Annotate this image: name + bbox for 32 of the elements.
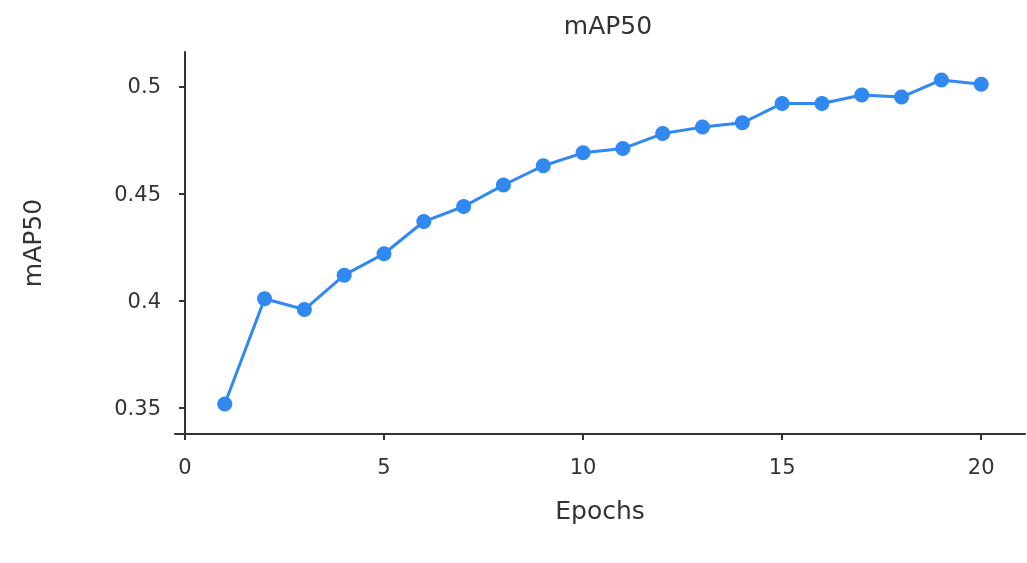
x-tick-label: 20 xyxy=(967,454,995,479)
chart-title: mAP50 xyxy=(563,11,653,40)
point xyxy=(734,115,750,131)
point xyxy=(416,214,432,230)
point xyxy=(376,246,392,262)
y-tick-label: 0.45 xyxy=(114,181,161,206)
x-tick-label: 10 xyxy=(569,454,597,479)
point xyxy=(535,158,551,174)
point xyxy=(257,291,273,307)
x-tick-label: 15 xyxy=(768,454,796,479)
y-axis-title: mAP50 xyxy=(18,198,47,288)
point xyxy=(973,76,989,92)
x-tick-label: 0 xyxy=(178,454,192,479)
x-tick-label: 5 xyxy=(377,454,391,479)
point xyxy=(217,396,233,412)
point xyxy=(854,87,870,103)
point xyxy=(933,72,949,88)
point xyxy=(296,302,312,318)
x-axis-title: Epochs xyxy=(555,496,645,525)
point xyxy=(575,145,591,161)
y-tick-label: 0.4 xyxy=(127,288,161,313)
y-tick-label: 0.35 xyxy=(114,396,161,421)
y-tick-label: 0.5 xyxy=(127,74,161,99)
point xyxy=(655,126,671,142)
point xyxy=(814,96,830,111)
point xyxy=(615,141,631,157)
point xyxy=(695,119,711,135)
point xyxy=(894,89,910,105)
point xyxy=(774,96,790,111)
point xyxy=(456,199,472,215)
point xyxy=(495,177,511,193)
point xyxy=(336,267,352,283)
